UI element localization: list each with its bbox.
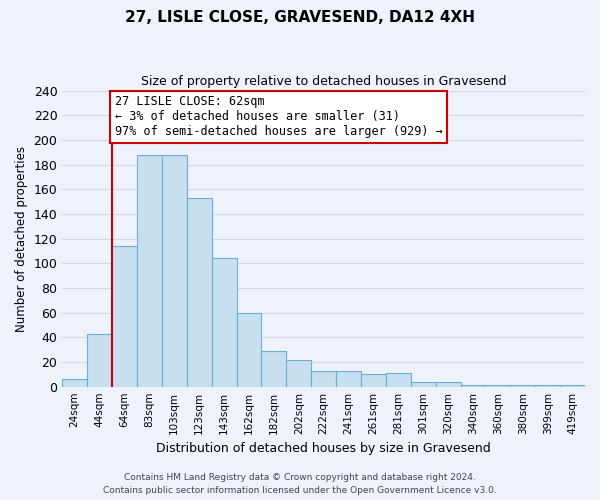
Bar xyxy=(187,198,212,386)
Bar xyxy=(311,370,336,386)
Y-axis label: Number of detached properties: Number of detached properties xyxy=(15,146,28,332)
Bar xyxy=(286,360,311,386)
Text: Contains HM Land Registry data © Crown copyright and database right 2024.
Contai: Contains HM Land Registry data © Crown c… xyxy=(103,474,497,495)
Bar xyxy=(212,258,236,386)
Bar xyxy=(87,334,112,386)
X-axis label: Distribution of detached houses by size in Gravesend: Distribution of detached houses by size … xyxy=(156,442,491,455)
Bar xyxy=(262,351,286,386)
Bar xyxy=(137,154,162,386)
Bar xyxy=(386,373,411,386)
Title: Size of property relative to detached houses in Gravesend: Size of property relative to detached ho… xyxy=(141,75,506,88)
Bar xyxy=(361,374,386,386)
Text: 27, LISLE CLOSE, GRAVESEND, DA12 4XH: 27, LISLE CLOSE, GRAVESEND, DA12 4XH xyxy=(125,10,475,25)
Bar xyxy=(162,154,187,386)
Bar xyxy=(236,312,262,386)
Text: 27 LISLE CLOSE: 62sqm
← 3% of detached houses are smaller (31)
97% of semi-detac: 27 LISLE CLOSE: 62sqm ← 3% of detached h… xyxy=(115,96,442,138)
Bar xyxy=(336,370,361,386)
Bar xyxy=(411,382,436,386)
Bar xyxy=(436,382,461,386)
Bar xyxy=(112,246,137,386)
Bar xyxy=(62,380,87,386)
